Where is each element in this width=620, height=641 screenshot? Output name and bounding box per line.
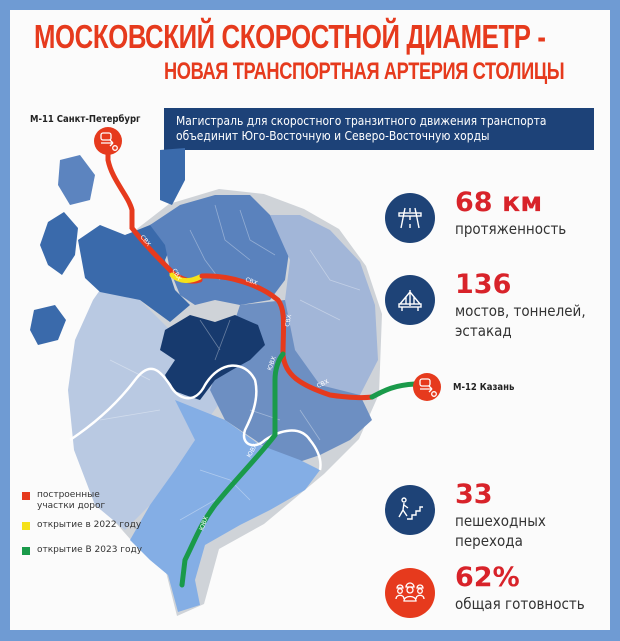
moscow-river bbox=[69, 364, 322, 471]
map-district-south bbox=[130, 400, 320, 612]
stat-crossings-desc: пешеходных перехода bbox=[455, 511, 546, 551]
map-district-zelenograd bbox=[30, 305, 66, 345]
bridge-icon bbox=[385, 275, 435, 325]
stat-crossings-desc-line2: перехода bbox=[455, 532, 523, 550]
workers-icon bbox=[385, 568, 435, 618]
subtitle-line-1: Магистраль для скоростного транзитного д… bbox=[176, 113, 547, 128]
route-2023-south bbox=[179, 351, 286, 588]
stat-readiness-desc: общая готовность bbox=[455, 595, 585, 613]
route-glyph-spb bbox=[100, 132, 118, 151]
svg-text:СВХ: СВХ bbox=[244, 276, 258, 287]
stat-crossings-desc-line1: пешеходных bbox=[455, 512, 546, 530]
stat-bridges-desc-line2: эстакад bbox=[455, 322, 512, 340]
stat-bridges-value: 136 bbox=[455, 269, 512, 300]
svg-text:ЮВХ: ЮВХ bbox=[266, 355, 278, 371]
map-district-northwest-outer bbox=[40, 212, 78, 275]
subtitle-box: Магистраль для скоростного транзитного д… bbox=[164, 108, 594, 150]
route-glyph-kazan bbox=[419, 378, 437, 397]
legend-item-built: построенные участки дорог bbox=[22, 490, 105, 512]
route-icon-spb bbox=[94, 127, 122, 155]
subtitle-line-2: объединит Юго-Восточную и Северо-Восточн… bbox=[176, 128, 490, 143]
stat-length-value: 68 км bbox=[455, 187, 543, 218]
legend-label-built-line1: построенные bbox=[37, 490, 100, 500]
pedestrian-stairs-icon bbox=[385, 485, 435, 535]
title-line-1: МОСКОВСКИЙ СКОРОСТНОЙ ДИАМЕТР - bbox=[34, 18, 546, 55]
legend-label-built-line2: участки дорог bbox=[37, 501, 106, 511]
svg-text:СВХ: СВХ bbox=[316, 378, 330, 390]
highway-icon bbox=[385, 193, 435, 243]
legend-item-2023: открытие В 2023 году bbox=[22, 545, 142, 556]
map-district-center bbox=[160, 315, 265, 400]
legend-item-2022: открытие в 2022 году bbox=[22, 520, 141, 531]
label-m11-spb: М-11 Санкт-Петербург bbox=[30, 114, 141, 125]
stat-length-desc: протяженность bbox=[455, 220, 567, 238]
title-line-2: НОВАЯ ТРАНСПОРТНАЯ АРТЕРИЯ СТОЛИЦЫ bbox=[164, 58, 565, 85]
legend-label-2023: открытие В 2023 году bbox=[37, 545, 143, 555]
svg-text:ЮВХ: ЮВХ bbox=[198, 515, 210, 531]
map-district-north-strip bbox=[160, 148, 185, 205]
map-district-north-outer bbox=[58, 155, 95, 205]
stat-crossings-value: 33 bbox=[455, 479, 493, 510]
stat-readiness-value: 62% bbox=[455, 562, 520, 593]
legend-label-built: построенные участки дорог bbox=[37, 490, 105, 512]
legend-swatch-red bbox=[22, 492, 30, 500]
stat-bridges-desc-line1: мостов, тоннелей, bbox=[455, 302, 586, 320]
route-2022 bbox=[169, 272, 203, 283]
route-2023-east bbox=[369, 381, 418, 400]
stat-bridges-desc: мостов, тоннелей, эстакад bbox=[455, 301, 586, 341]
legend-swatch-yellow bbox=[22, 522, 30, 530]
legend-label-2022: открытие в 2022 году bbox=[37, 520, 142, 530]
district-borders bbox=[99, 204, 361, 521]
svg-text:СВХ: СВХ bbox=[284, 314, 293, 327]
map-district-northwest bbox=[78, 215, 190, 322]
label-m12-kazan: М-12 Казань bbox=[453, 382, 515, 393]
route-icon-kazan bbox=[413, 373, 441, 401]
legend-swatch-green bbox=[22, 547, 30, 555]
map-district-northeast bbox=[270, 215, 378, 395]
